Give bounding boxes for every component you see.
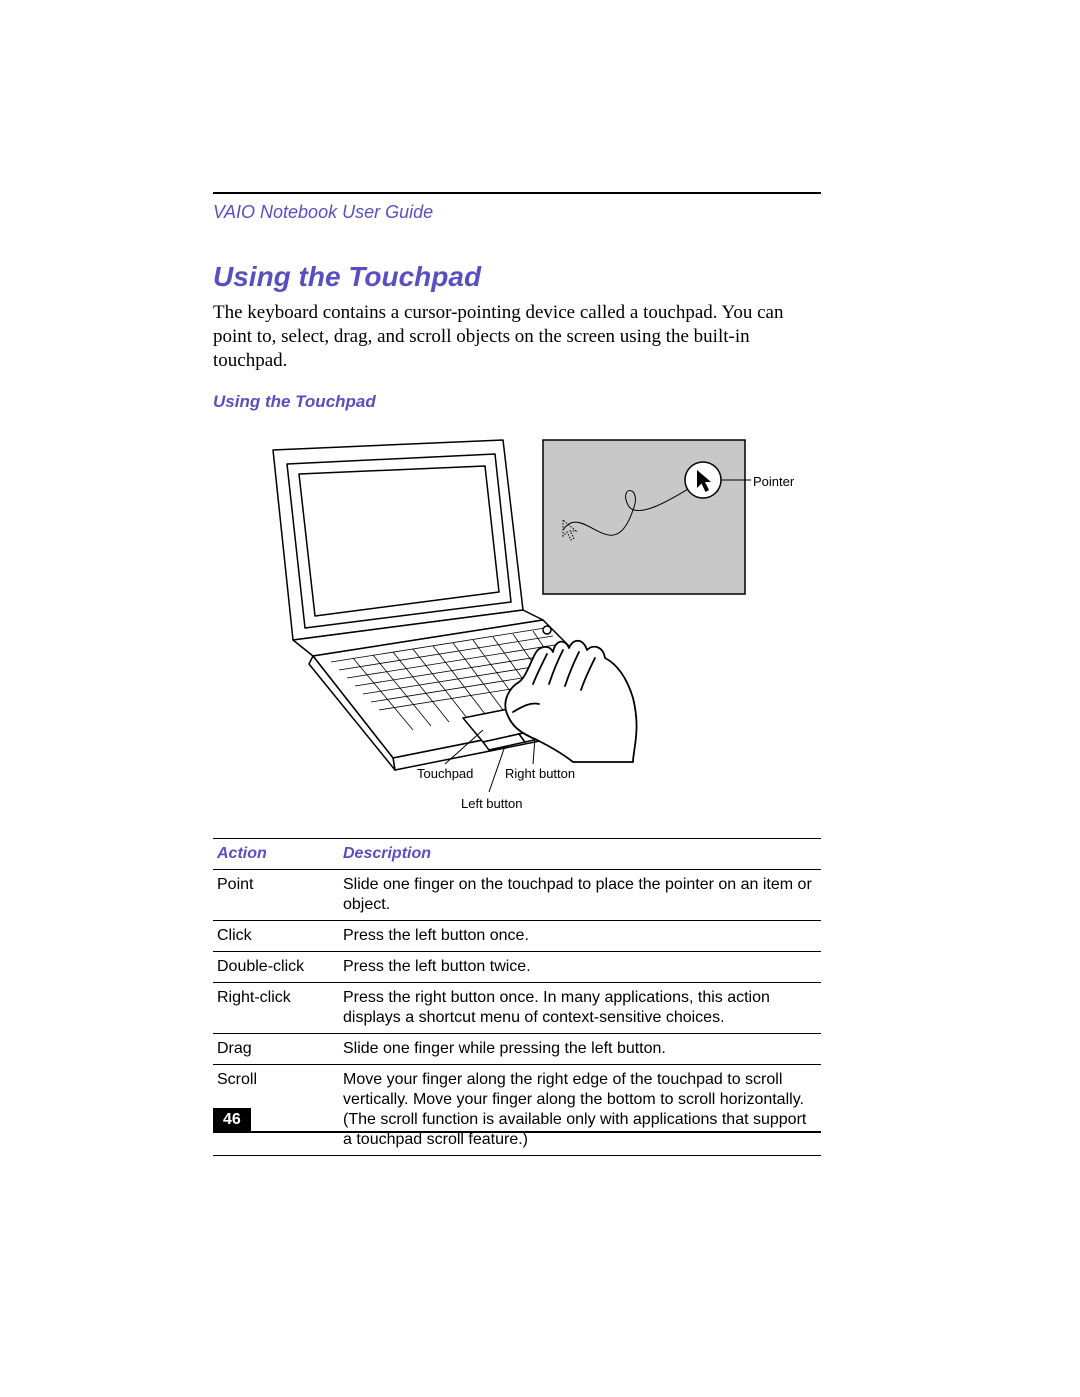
figure-svg (213, 430, 821, 816)
cell-action: Click (213, 921, 339, 952)
cell-action: Drag (213, 1034, 339, 1065)
figure-caption: Using the Touchpad (213, 392, 821, 412)
page-title: Using the Touchpad (213, 261, 821, 293)
page-number: 46 (213, 1108, 251, 1132)
table-row: Click Press the left button once. (213, 921, 821, 952)
cell-description: Press the right button once. In many app… (339, 983, 821, 1034)
cell-description: Slide one finger while pressing the left… (339, 1034, 821, 1065)
leader-left-button (489, 746, 505, 792)
page-footer: 46 (213, 1108, 821, 1133)
cell-action: Double-click (213, 952, 339, 983)
content-area: VAIO Notebook User Guide Using the Touch… (213, 192, 821, 1156)
callout-left-button: Left button (461, 796, 522, 811)
footer-rule (213, 1131, 821, 1133)
cell-description: Press the left button once. (339, 921, 821, 952)
cell-description: Slide one finger on the touchpad to plac… (339, 870, 821, 921)
table-header-description: Description (339, 839, 821, 870)
table-header-action: Action (213, 839, 339, 870)
callout-right-button: Right button (505, 766, 575, 781)
intro-paragraph: The keyboard contains a cursor-pointing … (213, 301, 821, 372)
table-row: Drag Slide one finger while pressing the… (213, 1034, 821, 1065)
cell-description: Press the left button twice. (339, 952, 821, 983)
callout-touchpad: Touchpad (417, 766, 473, 781)
table-row: Right-click Press the right button once.… (213, 983, 821, 1034)
cell-action: Point (213, 870, 339, 921)
page: VAIO Notebook User Guide Using the Touch… (0, 0, 1080, 1397)
callout-pointer: Pointer (753, 474, 794, 489)
touchpad-figure: Pointer Touchpad Right button Left butto… (213, 430, 821, 816)
running-header: VAIO Notebook User Guide (213, 202, 821, 223)
pointer-detail-panel (543, 440, 751, 594)
header-rule (213, 192, 821, 194)
cell-action: Right-click (213, 983, 339, 1034)
table-row: Double-click Press the left button twice… (213, 952, 821, 983)
table-row: Point Slide one finger on the touchpad t… (213, 870, 821, 921)
